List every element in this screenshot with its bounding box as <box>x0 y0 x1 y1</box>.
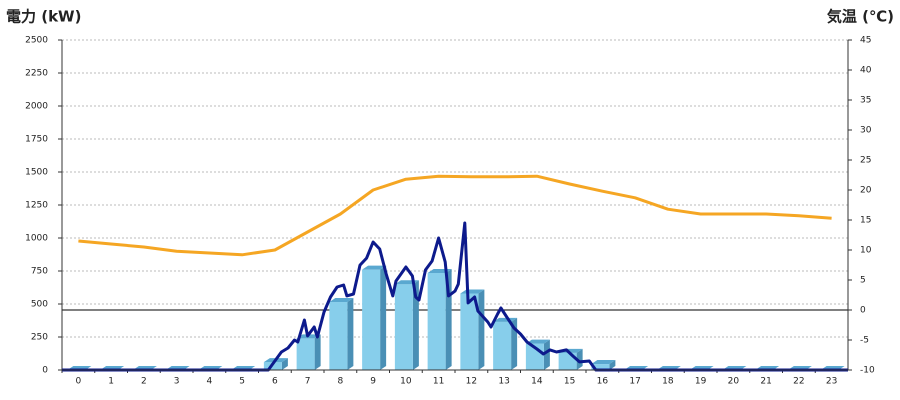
x-tick-label: 0 <box>76 377 82 387</box>
x-tick-label: 12 <box>466 377 477 387</box>
y-tick-label: 1250 <box>25 201 48 211</box>
y-tick-label: 0 <box>42 366 48 376</box>
y2-tick-label: 45 <box>860 36 871 46</box>
bar-side <box>478 289 485 370</box>
bar-top <box>493 317 518 322</box>
x-tick-label: 13 <box>498 377 509 387</box>
y-tick-label: 2000 <box>25 102 48 112</box>
y2-tick-label: 15 <box>860 216 871 226</box>
x-tick-label: 11 <box>433 377 444 387</box>
y2-tick-label: -10 <box>860 366 875 376</box>
line <box>78 174 832 257</box>
x-tick-label: 22 <box>793 377 804 387</box>
x-tick-label: 19 <box>695 377 707 387</box>
x-tick-label: 14 <box>531 377 543 387</box>
y-tick-label: 750 <box>31 267 48 277</box>
y-tick-label: 2250 <box>25 69 48 79</box>
x-tick-label: 15 <box>564 377 575 387</box>
bar-top <box>329 298 354 303</box>
y2-tick-label: 20 <box>860 186 872 196</box>
y-tick-label: 500 <box>31 300 48 310</box>
y2-tick-label: -5 <box>860 336 869 346</box>
bar-top <box>362 265 387 270</box>
y-tick-label: 1000 <box>25 234 48 244</box>
x-tick-label: 10 <box>400 377 412 387</box>
bar-top <box>591 360 616 365</box>
bar <box>296 338 315 370</box>
y-axis-title: 電力 (kW) <box>6 8 81 26</box>
y2-tick-label: 40 <box>860 66 872 76</box>
y-tick-label: 2500 <box>25 36 48 46</box>
bar-side <box>609 360 616 370</box>
y2-tick-label: 25 <box>860 156 871 166</box>
bar <box>394 284 413 370</box>
bar <box>362 269 381 370</box>
x-tick-label: 4 <box>207 377 213 387</box>
bar-side <box>281 358 288 370</box>
x-tick-label: 6 <box>272 377 278 387</box>
bar-top <box>525 339 550 344</box>
bar-side <box>380 265 387 370</box>
y-tick-label: 1750 <box>25 135 48 145</box>
bar-side <box>314 334 321 370</box>
x-tick-label: 2 <box>141 377 147 387</box>
bar <box>493 321 512 370</box>
x-tick-label: 17 <box>629 377 640 387</box>
y2-tick-label: 0 <box>860 306 866 316</box>
x-tick-label: 21 <box>760 377 771 387</box>
x-tick-label: 20 <box>728 377 740 387</box>
x-tick-label: 7 <box>305 377 311 387</box>
y2-tick-label: 30 <box>860 126 872 136</box>
y2-tick-label: 10 <box>860 246 872 256</box>
y-tick-label: 250 <box>31 333 48 343</box>
y2-tick-label: 35 <box>860 96 871 106</box>
bar-side <box>347 298 354 370</box>
y2-axis-title: 気温 (℃) <box>827 8 894 26</box>
x-tick-label: 1 <box>108 377 114 387</box>
x-tick-label: 18 <box>662 377 674 387</box>
bar-side <box>543 339 550 370</box>
bar <box>427 272 446 370</box>
bar-side <box>412 280 419 370</box>
line <box>62 221 848 372</box>
x-tick-label: 9 <box>370 377 376 387</box>
x-tick-label: 16 <box>597 377 609 387</box>
bar <box>329 302 348 370</box>
bar <box>460 293 479 370</box>
x-tick-label: 23 <box>826 377 837 387</box>
x-tick-label: 8 <box>338 377 344 387</box>
bar <box>591 364 610 370</box>
y2-tick-label: 5 <box>860 276 866 286</box>
x-tick-label: 5 <box>239 377 245 387</box>
bar-side <box>576 348 583 370</box>
y-tick-label: 1500 <box>25 168 48 178</box>
x-tick-label: 3 <box>174 377 180 387</box>
